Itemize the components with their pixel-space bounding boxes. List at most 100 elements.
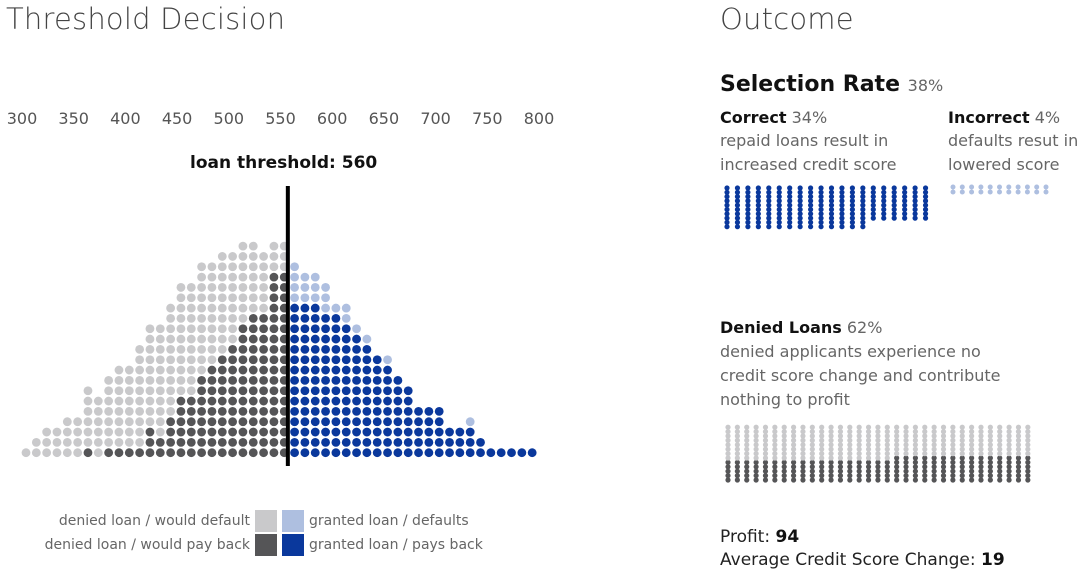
dot-outcome-denied-payback	[772, 468, 778, 474]
dot-denied-default	[42, 437, 52, 447]
dot-outcome-correct	[808, 211, 814, 217]
dot-granted-payback	[300, 365, 310, 375]
dot-denied-payback	[248, 427, 258, 437]
dot-outcome-denied-default	[790, 442, 797, 448]
dot-granted-default	[310, 293, 320, 303]
dot-denied-default	[217, 303, 227, 313]
dot-denied-payback	[259, 396, 268, 406]
dot-granted-payback	[383, 427, 392, 437]
dot-granted-payback	[465, 437, 475, 447]
dot-granted-payback	[341, 365, 351, 375]
denied-label: Denied Loans	[720, 318, 842, 337]
dot-denied-payback	[207, 375, 217, 385]
dot-outcome-denied-payback	[940, 459, 947, 465]
dot-outcome-correct	[745, 206, 751, 213]
dot-outcome-denied-default	[922, 442, 928, 448]
dot-granted-payback	[331, 314, 341, 323]
dot-denied-default	[73, 437, 83, 447]
dot-denied-payback	[217, 417, 227, 427]
dot-outcome-denied-payback	[753, 473, 759, 479]
dot-denied-payback	[269, 303, 279, 313]
dot-granted-default	[310, 283, 320, 292]
dot-outcome-denied-default	[894, 446, 900, 452]
dot-denied-payback	[197, 375, 207, 385]
dot-granted-payback	[341, 448, 351, 458]
dot-denied-payback	[259, 324, 268, 334]
dot-denied-default	[248, 272, 258, 282]
dot-outcome-denied-default	[819, 442, 825, 448]
dot-granted-default	[290, 293, 299, 303]
dot-outcome-correct	[860, 202, 866, 208]
dot-granted-payback	[341, 437, 351, 447]
dot-outcome-denied-payback	[940, 473, 947, 479]
dot-denied-default	[83, 417, 93, 427]
dot-denied-default	[166, 396, 176, 406]
dot-outcome-denied-payback	[875, 468, 881, 474]
dot-denied-default	[135, 396, 145, 406]
dot-denied-default	[228, 293, 238, 303]
dot-outcome-correct	[860, 215, 866, 221]
dot-denied-default	[145, 396, 155, 406]
dot-outcome-denied-default	[978, 424, 984, 430]
dot-denied-payback	[269, 365, 279, 375]
dot-outcome-denied-default	[903, 424, 909, 430]
profit: Profit: 94	[720, 527, 799, 547]
dot-denied-payback	[176, 406, 186, 416]
dot-denied-payback	[269, 345, 279, 354]
dot-outcome-denied-payback	[772, 464, 778, 470]
dot-outcome-correct	[724, 202, 730, 208]
dot-outcome-correct	[922, 206, 929, 213]
dot-outcome-correct	[839, 215, 845, 221]
dot-outcome-denied-payback	[969, 468, 975, 474]
dot-denied-default	[238, 303, 248, 313]
dot-denied-default	[145, 355, 155, 365]
dot-outcome-correct	[787, 198, 793, 204]
dot-denied-payback	[248, 406, 258, 416]
dot-outcome-denied-payback	[912, 477, 919, 483]
dot-outcome-correct	[755, 219, 761, 225]
dot-granted-payback	[455, 448, 465, 458]
dot-outcome-correct	[787, 206, 793, 213]
dot-denied-payback	[155, 437, 165, 447]
dot-granted-payback	[290, 345, 299, 354]
dot-outcome-denied-default	[819, 455, 825, 461]
dot-outcome-denied-default	[837, 437, 844, 443]
dot-outcome-denied-payback	[744, 477, 750, 483]
dot-denied-default	[186, 283, 196, 292]
dot-denied-default	[197, 365, 207, 375]
dot-outcome-denied-default	[744, 424, 750, 430]
dot-outcome-correct	[776, 194, 782, 200]
dot-outcome-denied-default	[753, 429, 759, 435]
dot-denied-default	[83, 396, 93, 406]
dot-outcome-denied-default	[744, 451, 750, 457]
dot-granted-payback	[352, 355, 361, 365]
incorrect-label: Incorrect	[948, 108, 1030, 127]
dot-granted-default	[341, 303, 351, 313]
dot-outcome-denied-default	[753, 437, 759, 443]
dot-denied-payback	[269, 314, 279, 323]
dot-denied-default	[93, 437, 103, 447]
dot-granted-payback	[321, 365, 330, 375]
dot-outcome-incorrect	[1006, 189, 1012, 195]
dot-outcome-denied-default	[931, 437, 937, 443]
dot-outcome-denied-default	[762, 437, 769, 443]
legend-swatch-denied-default	[255, 510, 277, 532]
dot-outcome-denied-default	[884, 437, 890, 443]
dot-granted-payback	[300, 334, 310, 344]
dot-denied-default	[166, 386, 176, 396]
incorrect-header: Incorrect 4%	[948, 108, 1060, 127]
dot-granted-payback	[393, 417, 403, 427]
x-tick-label: 750	[472, 109, 503, 128]
dot-outcome-correct	[797, 194, 803, 200]
dot-outcome-correct	[724, 224, 730, 230]
dot-granted-payback	[486, 448, 496, 458]
dot-outcome-denied-default	[753, 446, 759, 452]
dot-denied-payback	[186, 417, 196, 427]
dot-outcome-correct	[808, 206, 814, 213]
dot-outcome-denied-default	[950, 429, 956, 435]
dot-outcome-correct	[902, 194, 908, 200]
dot-denied-default	[93, 417, 103, 427]
x-tick-label: 800	[523, 109, 555, 128]
dot-outcome-correct	[724, 219, 730, 225]
dot-outcome-correct	[849, 202, 856, 208]
